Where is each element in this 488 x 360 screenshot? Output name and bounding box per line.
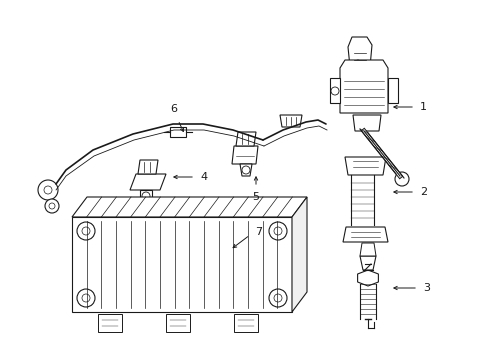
Polygon shape: [130, 174, 165, 190]
Circle shape: [77, 289, 95, 307]
Polygon shape: [240, 164, 251, 176]
Text: 7: 7: [254, 227, 262, 237]
Text: 2: 2: [419, 187, 426, 197]
Polygon shape: [339, 60, 387, 113]
Polygon shape: [352, 115, 380, 131]
Polygon shape: [236, 132, 256, 146]
Circle shape: [77, 222, 95, 240]
Circle shape: [361, 61, 365, 65]
Text: 3: 3: [422, 283, 429, 293]
Polygon shape: [280, 115, 302, 127]
Text: 4: 4: [200, 172, 207, 182]
Polygon shape: [72, 197, 306, 217]
Polygon shape: [165, 314, 190, 332]
Text: 6: 6: [170, 104, 177, 114]
Polygon shape: [98, 314, 122, 332]
Circle shape: [273, 294, 282, 302]
Polygon shape: [138, 160, 158, 174]
Polygon shape: [231, 146, 258, 164]
Text: 1: 1: [419, 102, 426, 112]
Circle shape: [268, 289, 286, 307]
Polygon shape: [72, 217, 291, 312]
Polygon shape: [387, 78, 397, 103]
Polygon shape: [140, 190, 152, 202]
Circle shape: [354, 60, 360, 66]
Polygon shape: [357, 270, 378, 286]
Circle shape: [142, 192, 150, 200]
Circle shape: [44, 186, 52, 194]
Circle shape: [82, 227, 90, 235]
Polygon shape: [234, 314, 258, 332]
Circle shape: [38, 180, 58, 200]
Circle shape: [45, 199, 59, 213]
Circle shape: [394, 172, 408, 186]
Text: 5: 5: [252, 192, 259, 202]
Polygon shape: [345, 157, 385, 175]
Polygon shape: [342, 227, 387, 242]
Circle shape: [273, 227, 282, 235]
Polygon shape: [170, 127, 185, 137]
Circle shape: [242, 166, 249, 174]
Polygon shape: [359, 243, 375, 256]
Circle shape: [49, 203, 55, 209]
Circle shape: [82, 294, 90, 302]
Polygon shape: [329, 78, 339, 103]
Circle shape: [268, 222, 286, 240]
Polygon shape: [291, 197, 306, 312]
Circle shape: [330, 87, 338, 95]
Polygon shape: [359, 256, 375, 270]
Polygon shape: [347, 37, 371, 67]
